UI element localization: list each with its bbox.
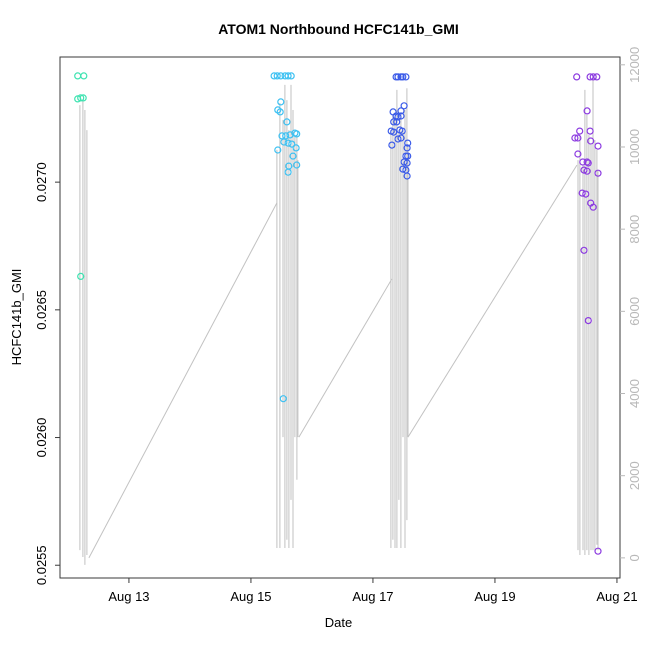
data-point	[400, 102, 408, 110]
data-point	[584, 317, 592, 325]
data-point	[284, 139, 292, 147]
data-point	[284, 72, 292, 80]
altitude-trace	[79, 80, 599, 565]
data-point	[389, 108, 397, 116]
data-points	[74, 72, 602, 555]
y-right-tick-label: 0	[627, 554, 642, 561]
data-point	[586, 127, 594, 135]
data-point	[79, 94, 87, 102]
data-point	[589, 73, 597, 81]
data-point	[571, 134, 579, 142]
x-tick-label: Aug 19	[474, 589, 515, 604]
altitude-line	[88, 202, 278, 559]
y-left-tick-label: 0.0265	[34, 290, 49, 330]
data-point	[77, 272, 85, 280]
y-left-tick-label: 0.0260	[34, 418, 49, 458]
data-point	[587, 137, 595, 145]
altitude-line	[298, 278, 393, 438]
data-point	[399, 165, 407, 173]
data-point	[594, 547, 602, 555]
data-point	[394, 135, 402, 143]
x-tick-label: Aug 21	[596, 589, 637, 604]
data-point	[397, 112, 405, 120]
data-point	[398, 127, 406, 135]
data-point	[404, 139, 412, 147]
y-axis-title: HCFC141b_GMI	[9, 268, 24, 366]
data-point	[390, 118, 398, 126]
data-point	[399, 73, 407, 81]
y-right-tick-label: 12000	[627, 47, 642, 83]
data-point	[576, 127, 584, 135]
x-tick-label: Aug 15	[230, 589, 271, 604]
data-point	[582, 190, 590, 198]
x-axis-title: Date	[324, 615, 353, 630]
data-point	[394, 113, 402, 121]
data-point	[586, 73, 594, 81]
data-point	[402, 73, 410, 81]
data-point	[277, 98, 285, 106]
x-tick-label: Aug 17	[352, 589, 393, 604]
y-left-tick-label: 0.0255	[34, 545, 49, 585]
data-point	[273, 72, 281, 80]
y-right-tick-label: 8000	[627, 215, 642, 244]
data-point	[573, 73, 581, 81]
data-point	[277, 72, 285, 80]
data-point	[400, 158, 408, 166]
data-point	[580, 246, 588, 254]
data-point	[594, 169, 602, 177]
y-right-tick-label: 4000	[627, 379, 642, 408]
data-point	[293, 130, 301, 138]
data-point	[404, 152, 412, 160]
data-point	[574, 134, 582, 142]
data-point	[580, 166, 588, 174]
data-point	[283, 118, 291, 126]
data-point	[287, 72, 295, 80]
y-right-tick-label: 6000	[627, 297, 642, 326]
chart-title: ATOM1 Northbound HCFC141b_GMI	[218, 21, 459, 37]
data-point	[279, 395, 287, 403]
data-point	[583, 158, 591, 166]
data-point	[394, 73, 402, 81]
data-point	[284, 168, 292, 176]
data-point	[77, 94, 85, 102]
data-point	[289, 152, 297, 160]
data-point	[278, 132, 286, 140]
data-point	[403, 159, 411, 167]
data-point	[292, 144, 300, 152]
data-point	[589, 203, 597, 211]
y-right-tick-label: 10000	[627, 129, 642, 165]
data-point	[578, 189, 586, 197]
data-point	[397, 134, 405, 142]
data-point	[574, 150, 582, 158]
data-point	[397, 107, 405, 115]
data-point	[288, 140, 296, 148]
data-point	[388, 141, 396, 149]
data-point	[280, 138, 288, 146]
data-point	[594, 142, 602, 150]
data-point	[270, 72, 278, 80]
data-point	[80, 72, 88, 80]
altitude-line	[407, 164, 578, 438]
data-point	[584, 159, 592, 167]
data-point	[593, 73, 601, 81]
data-point	[274, 146, 282, 154]
data-point	[583, 107, 591, 115]
data-point	[276, 108, 284, 116]
data-point	[393, 118, 401, 126]
y-right-tick-label: 2000	[627, 461, 642, 490]
axes: Aug 13 Aug 15 Aug 17 Aug 19 Aug 21 0.0255 0.02…	[34, 47, 642, 604]
data-point	[403, 144, 411, 152]
data-point	[583, 167, 591, 175]
x-tick-label: Aug 13	[108, 589, 149, 604]
data-point	[293, 161, 301, 169]
data-point	[74, 72, 82, 80]
y-left-tick-label: 0.0270	[34, 162, 49, 202]
data-point	[390, 128, 398, 136]
data-point	[403, 172, 411, 180]
plot-border	[59, 56, 621, 579]
